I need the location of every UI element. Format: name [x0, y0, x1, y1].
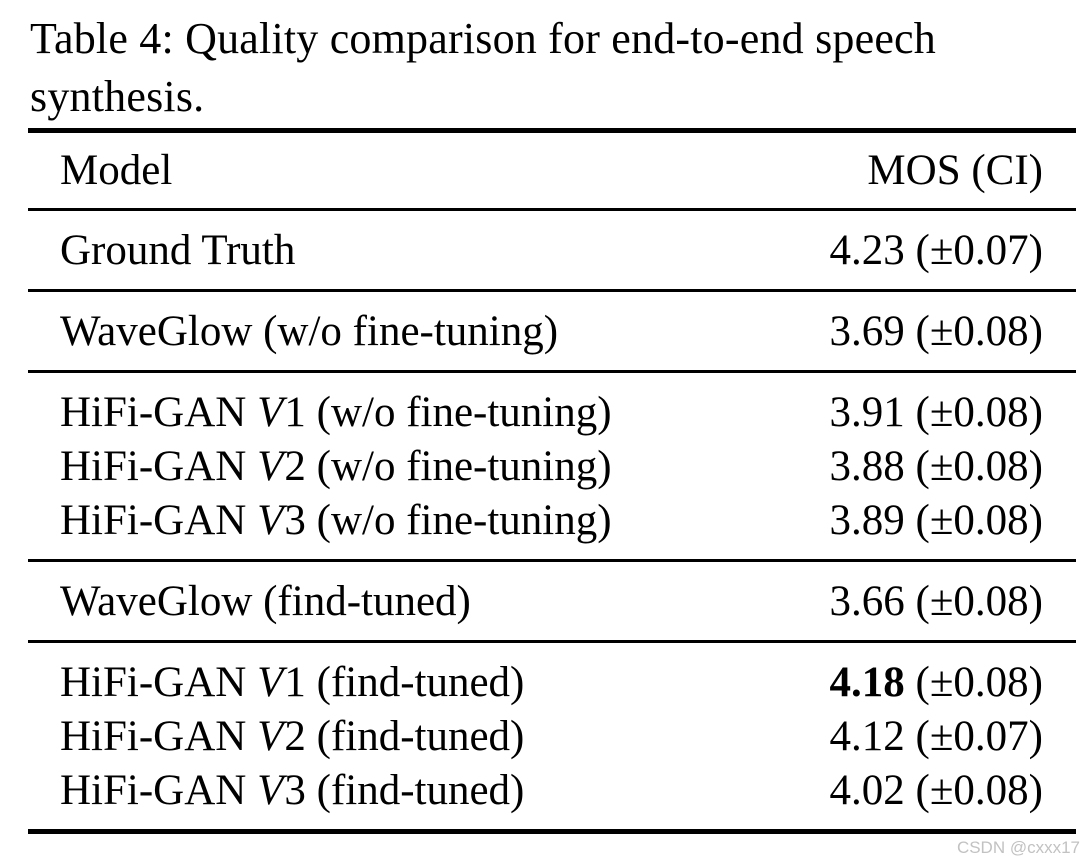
model-cell: WaveGlow (w/o fine-tuning) [60, 307, 559, 356]
model-variant: V [257, 388, 284, 436]
mos-value: 3.91 [829, 388, 905, 436]
model-name: HiFi-GAN [60, 442, 258, 490]
mos-cell: 3.69 (±0.08) [830, 307, 1044, 356]
model-suffix: 1 (w/o fine-tuning) [284, 388, 612, 436]
mos-value: 4.12 [829, 712, 905, 760]
mos-ci: (±0.07) [915, 226, 1044, 274]
model-name: HiFi-GAN [60, 388, 258, 436]
table-row: HiFi-GAN V2 (w/o fine-tuning) 3.88 (±0.0… [28, 439, 1076, 493]
model-name: HiFi-GAN [60, 496, 258, 544]
group-hifigan-wo: HiFi-GAN V1 (w/o fine-tuning) 3.91 (±0.0… [28, 373, 1076, 559]
mos-value: 3.69 [829, 307, 905, 355]
model-suffix: 2 (w/o fine-tuning) [284, 442, 612, 490]
mos-value: 3.89 [829, 496, 905, 544]
rule-divider [28, 559, 1076, 562]
model-cell: HiFi-GAN V1 (find-tuned) [60, 658, 524, 707]
mos-ci: (±0.08) [915, 442, 1044, 490]
rule-after-header [28, 208, 1076, 211]
mos-cell: 3.91 (±0.08) [830, 388, 1044, 437]
rule-top [28, 128, 1076, 133]
mos-value: 3.88 [829, 442, 905, 490]
table-caption: Table 4: Quality comparison for end-to-e… [30, 14, 936, 121]
table-row: Ground Truth 4.23 (±0.07) [28, 223, 1076, 277]
mos-value: 4.23 [829, 226, 905, 274]
table-row: WaveGlow (w/o fine-tuning) 3.69 (±0.08) [28, 304, 1076, 358]
results-table: Model MOS (CI) Ground Truth 4.23 (±0.07)… [28, 128, 1076, 834]
table-header-row: Model MOS (CI) [28, 133, 1076, 208]
model-name: WaveGlow (find-tuned) [60, 577, 471, 625]
column-header-model: Model [60, 147, 173, 194]
model-suffix: 3 (w/o fine-tuning) [284, 496, 612, 544]
table-row: HiFi-GAN V1 (w/o fine-tuning) 3.91 (±0.0… [28, 385, 1076, 439]
model-variant: V [257, 442, 284, 490]
rule-divider [28, 370, 1076, 373]
mos-ci: (±0.08) [915, 496, 1044, 544]
mos-cell: 4.02 (±0.08) [830, 766, 1044, 815]
rule-divider [28, 640, 1076, 643]
mos-cell: 4.12 (±0.07) [830, 712, 1044, 761]
group-hifigan-ft: HiFi-GAN V1 (find-tuned) 4.18 (±0.08) Hi… [28, 643, 1076, 829]
table-row: WaveGlow (find-tuned) 3.66 (±0.08) [28, 574, 1076, 628]
mos-cell: 4.23 (±0.07) [830, 226, 1044, 275]
column-header-mos: MOS (CI) [867, 147, 1043, 194]
group-waveglow-wo: WaveGlow (w/o fine-tuning) 3.69 (±0.08) [28, 292, 1076, 370]
table-row: HiFi-GAN V1 (find-tuned) 4.18 (±0.08) [28, 655, 1076, 709]
mos-cell: 3.88 (±0.08) [830, 442, 1044, 491]
table-row: HiFi-GAN V3 (w/o fine-tuning) 3.89 (±0.0… [28, 493, 1076, 547]
mos-ci: (±0.08) [915, 577, 1044, 625]
model-name: HiFi-GAN [60, 766, 258, 814]
model-variant: V [257, 496, 284, 544]
mos-cell: 3.89 (±0.08) [830, 496, 1044, 545]
model-cell: HiFi-GAN V1 (w/o fine-tuning) [60, 388, 612, 437]
model-variant [558, 308, 559, 355]
model-name: HiFi-GAN [60, 658, 258, 706]
model-name: HiFi-GAN [60, 712, 258, 760]
model-cell: Ground Truth [60, 226, 296, 275]
model-variant [471, 578, 472, 625]
table-row: HiFi-GAN V3 (find-tuned) 4.02 (±0.08) [28, 763, 1076, 817]
model-cell: WaveGlow (find-tuned) [60, 577, 472, 626]
mos-ci: (±0.07) [915, 712, 1044, 760]
mos-value: 3.66 [829, 577, 905, 625]
model-cell: HiFi-GAN V2 (find-tuned) [60, 712, 524, 761]
watermark: CSDN @cxxx17 [956, 838, 1080, 857]
model-cell: HiFi-GAN V3 (w/o fine-tuning) [60, 496, 612, 545]
table-row: HiFi-GAN V2 (find-tuned) 4.12 (±0.07) [28, 709, 1076, 763]
model-suffix: 1 (find-tuned) [284, 658, 525, 706]
group-ground-truth: Ground Truth 4.23 (±0.07) [28, 211, 1076, 289]
model-name: Ground Truth [60, 226, 296, 274]
model-suffix: 3 (find-tuned) [284, 766, 525, 814]
mos-ci: (±0.08) [915, 658, 1044, 706]
model-name: WaveGlow (w/o fine-tuning) [60, 307, 559, 355]
model-variant: V [257, 712, 284, 760]
model-variant [295, 227, 296, 274]
model-suffix: 2 (find-tuned) [284, 712, 525, 760]
mos-ci: (±0.08) [915, 307, 1044, 355]
rule-divider [28, 289, 1076, 292]
mos-cell: 3.66 (±0.08) [830, 577, 1044, 626]
mos-ci: (±0.08) [915, 766, 1044, 814]
mos-cell: 4.18 (±0.08) [830, 658, 1044, 707]
model-variant: V [257, 766, 284, 814]
rule-bottom [28, 829, 1076, 834]
model-cell: HiFi-GAN V2 (w/o fine-tuning) [60, 442, 612, 491]
mos-value: 4.18 [829, 658, 905, 706]
model-cell: HiFi-GAN V3 (find-tuned) [60, 766, 524, 815]
mos-value: 4.02 [829, 766, 905, 814]
group-waveglow-ft: WaveGlow (find-tuned) 3.66 (±0.08) [28, 562, 1076, 640]
mos-ci: (±0.08) [915, 388, 1044, 436]
model-variant: V [257, 658, 284, 706]
